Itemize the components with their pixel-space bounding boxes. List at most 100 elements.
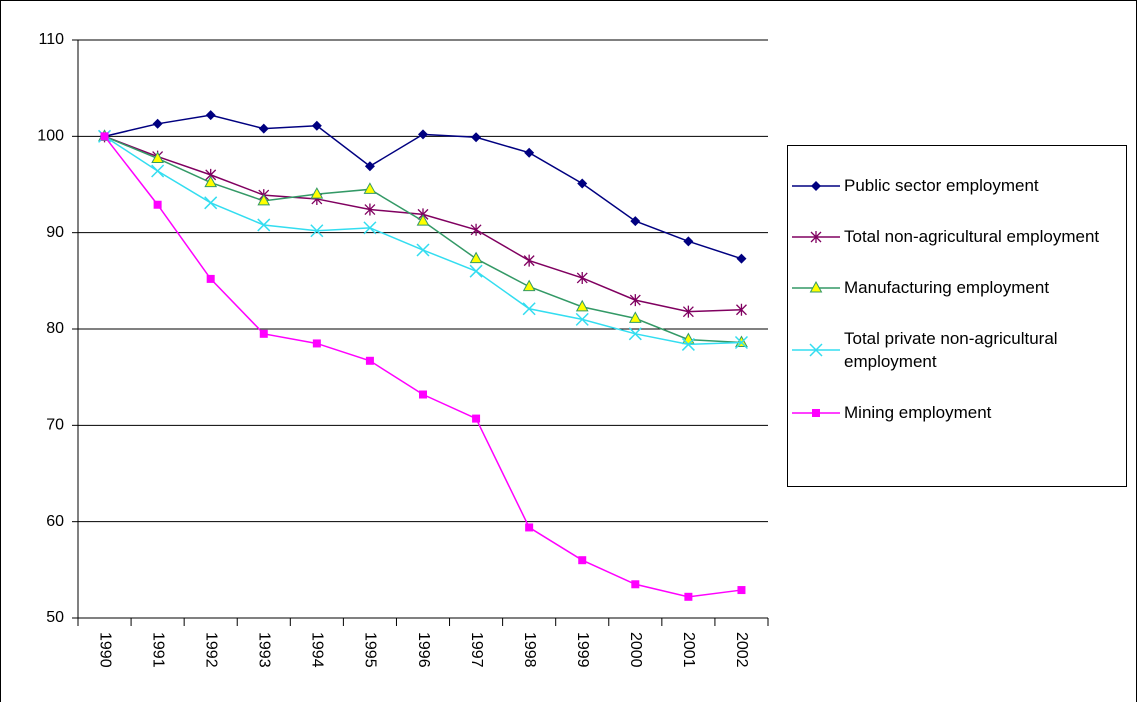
x-tick-label: 1994 <box>309 632 326 668</box>
series-line <box>103 135 742 598</box>
legend-item: Mining employment <box>788 401 1126 424</box>
marker <box>684 592 693 601</box>
marker <box>416 214 430 226</box>
marker <box>578 556 587 565</box>
marker <box>683 236 694 247</box>
x-tick-label: 1999 <box>574 632 591 668</box>
legend-key <box>792 280 840 292</box>
marker <box>312 339 321 348</box>
marker <box>153 200 162 209</box>
marker <box>576 271 588 284</box>
marker <box>736 253 747 264</box>
marker <box>310 224 324 238</box>
marker <box>628 311 642 323</box>
marker <box>631 580 640 589</box>
marker <box>257 218 271 232</box>
marker <box>810 230 822 243</box>
y-tick-label: 70 <box>46 417 64 434</box>
legend-item: Manufacturing employment <box>788 276 1126 299</box>
series-line <box>104 135 742 346</box>
series-line <box>104 135 742 344</box>
marker <box>418 129 428 140</box>
marker <box>419 390 427 399</box>
x-tick-label: 2000 <box>627 632 644 668</box>
legend-label: Total non-agricultural employment <box>844 227 1100 246</box>
marker <box>365 356 374 365</box>
marker <box>734 335 748 350</box>
marker <box>204 175 218 188</box>
marker <box>525 523 534 532</box>
marker <box>205 110 216 121</box>
legend-label: Mining employment <box>844 403 992 422</box>
x-tick-label: 1993 <box>256 632 273 668</box>
legend-item: Public sector employment <box>788 174 1126 197</box>
legend-label: Manufacturing employment <box>844 278 1050 297</box>
marker <box>809 280 823 292</box>
y-tick-label: 60 <box>46 513 64 530</box>
marker <box>469 251 483 264</box>
marker <box>100 132 109 141</box>
marker <box>311 120 322 131</box>
legend-item: Total non-agricultural employment <box>788 225 1126 248</box>
y-tick-label: 100 <box>37 128 64 145</box>
y-tick-label: 80 <box>46 320 64 337</box>
marker <box>151 151 164 163</box>
x-tick-label: 1997 <box>468 632 485 668</box>
marker <box>736 303 747 316</box>
legend-key <box>792 230 840 243</box>
x-tick-label: 1998 <box>521 632 538 668</box>
marker <box>809 343 823 357</box>
marker <box>364 161 375 172</box>
marker <box>575 299 589 312</box>
marker <box>363 221 377 235</box>
legend-key <box>792 343 840 357</box>
marker <box>522 279 536 292</box>
marker <box>522 302 536 316</box>
x-tick-label: 2002 <box>733 632 750 668</box>
marker <box>575 312 589 326</box>
legend-label: Public sector employment <box>844 176 1039 195</box>
y-tick-label: 110 <box>38 31 64 48</box>
marker <box>364 203 376 216</box>
marker <box>812 408 820 417</box>
marker <box>472 414 481 423</box>
x-tick-label: 2001 <box>680 632 697 668</box>
marker <box>416 243 430 257</box>
legend-label: Total private non-agricultural employmen… <box>844 329 1058 371</box>
marker <box>811 180 821 191</box>
marker <box>363 182 377 194</box>
marker <box>206 274 215 283</box>
legend-key <box>792 408 840 417</box>
marker <box>204 196 218 210</box>
marker <box>681 337 695 351</box>
y-tick-label: 50 <box>46 609 64 626</box>
marker <box>310 187 324 199</box>
y-tick-label: 90 <box>46 224 64 241</box>
marker <box>523 254 535 267</box>
marker <box>151 164 165 178</box>
marker <box>258 123 269 134</box>
legend: Public sector employment Total non-agricu… <box>787 145 1127 487</box>
legend-item: Total private non-agricultural employmen… <box>788 327 1126 373</box>
marker <box>259 329 268 338</box>
marker <box>630 216 641 227</box>
marker <box>470 223 482 236</box>
x-tick-label: 1995 <box>362 632 379 668</box>
marker <box>629 294 641 307</box>
x-tick-label: 1990 <box>96 632 113 668</box>
x-tick-label: 1991 <box>149 632 166 668</box>
x-tick-label: 1996 <box>415 632 432 668</box>
marker <box>628 327 642 341</box>
marker <box>257 193 271 206</box>
marker <box>152 118 163 129</box>
marker <box>524 147 535 158</box>
marker <box>469 264 483 278</box>
x-tick-label: 1992 <box>202 632 219 668</box>
marker <box>471 132 482 143</box>
marker <box>682 305 694 318</box>
legend-key <box>792 180 840 191</box>
marker <box>737 586 746 595</box>
